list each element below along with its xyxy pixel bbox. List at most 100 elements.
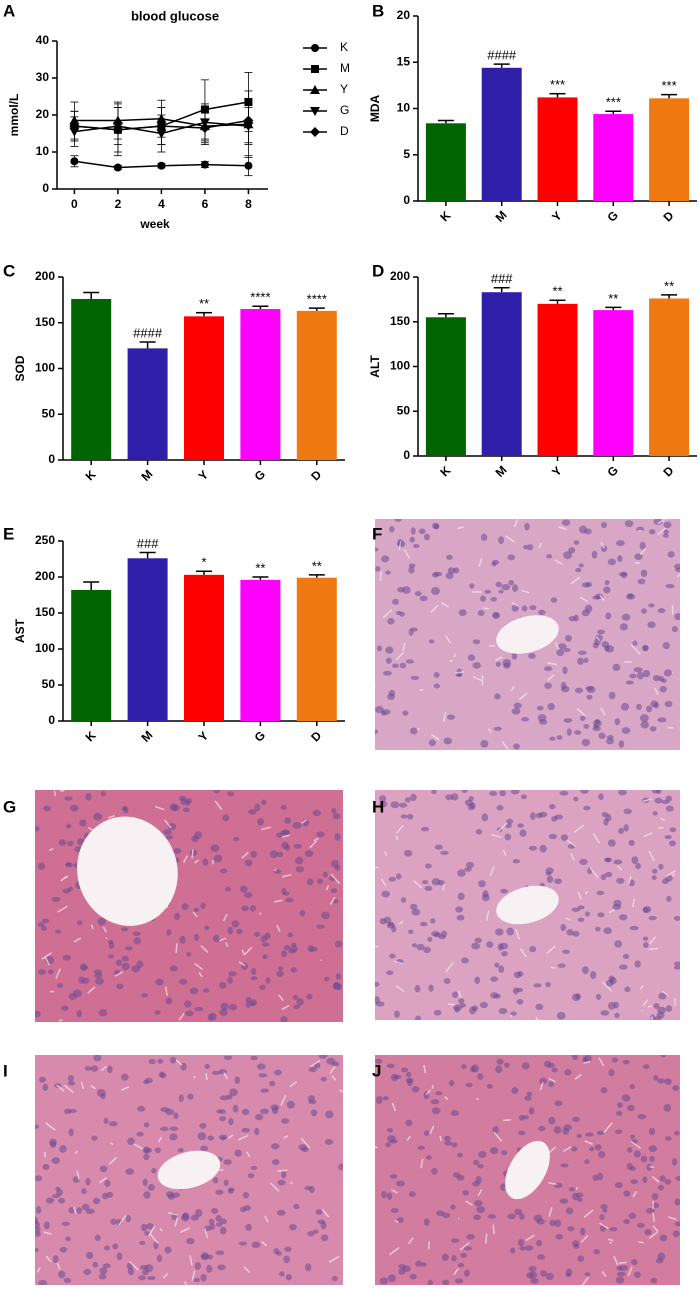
cell-nucleus [288, 949, 297, 954]
cell-nucleus [208, 1218, 215, 1225]
cell-nucleus [389, 525, 395, 533]
sinusoid [455, 671, 464, 674]
sinusoid [558, 526, 567, 531]
cell-nucleus [166, 929, 172, 936]
cell-nucleus [506, 927, 514, 936]
cell-nucleus [102, 1192, 109, 1200]
cell-nucleus [120, 927, 129, 932]
cell-nucleus [212, 934, 221, 943]
cell-nucleus [61, 1005, 69, 1011]
cell-nucleus [63, 1277, 71, 1284]
cell-nucleus [632, 640, 638, 646]
y-tick-label: 200 [35, 569, 55, 583]
cell-nucleus [596, 1130, 605, 1136]
cell-nucleus [125, 1214, 132, 1223]
cell-nucleus [443, 978, 451, 984]
cell-nucleus [35, 1175, 42, 1182]
sinusoid [667, 1216, 677, 1221]
sinusoid [660, 817, 666, 822]
cell-nucleus [157, 1058, 164, 1064]
cell-nucleus [648, 1127, 656, 1136]
cell-nucleus [592, 595, 601, 600]
sinusoid [241, 949, 246, 956]
cell-nucleus [194, 1007, 204, 1012]
bar [537, 303, 578, 456]
sinusoid [628, 876, 632, 885]
sinusoid [63, 875, 69, 880]
sinusoid [189, 1255, 193, 1266]
cell-nucleus [613, 859, 623, 865]
cell-nucleus [375, 981, 380, 987]
cell-nucleus [665, 584, 675, 589]
sinusoid [599, 594, 605, 601]
cell-nucleus [304, 850, 314, 857]
legend-label: Y [340, 82, 348, 96]
sinusoid [45, 1255, 52, 1263]
cell-nucleus [658, 863, 664, 870]
cell-nucleus [494, 962, 500, 968]
panel-label: F [372, 524, 382, 543]
cell-nucleus [653, 1002, 660, 1009]
cell-nucleus [423, 1218, 430, 1226]
sinusoid [657, 519, 667, 525]
cell-nucleus [613, 1001, 620, 1009]
cell-nucleus [557, 643, 567, 650]
x-tick-label: Y [196, 729, 212, 745]
cell-nucleus [388, 876, 397, 882]
cell-nucleus [283, 1255, 290, 1264]
cell-nucleus [626, 1147, 633, 1153]
cell-nucleus [498, 589, 504, 594]
cell-nucleus [41, 925, 48, 931]
y-tick-label: 0 [403, 193, 410, 207]
sinusoid [394, 1219, 399, 1223]
cell-nucleus [84, 1066, 92, 1071]
cell-nucleus [499, 790, 506, 797]
cell-nucleus [642, 669, 651, 678]
histology-image [375, 790, 680, 1020]
x-tick-label: G [604, 208, 621, 225]
y-tick-label: 20 [397, 8, 411, 22]
cell-nucleus [642, 936, 649, 941]
sinusoid [226, 1055, 230, 1056]
cell-nucleus [189, 849, 198, 856]
cell-nucleus [209, 1012, 217, 1021]
cell-nucleus [653, 1074, 659, 1081]
cell-nucleus [281, 950, 288, 958]
sinusoid [174, 1217, 179, 1227]
cell-nucleus [474, 1199, 483, 1207]
sinusoid [579, 596, 589, 603]
cell-nucleus [611, 1057, 619, 1063]
cell-nucleus [457, 1262, 464, 1268]
cell-nucleus [640, 1155, 648, 1163]
sinusoid [58, 1019, 63, 1022]
cell-nucleus [273, 1247, 280, 1255]
cell-nucleus [390, 801, 400, 809]
cell-nucleus [471, 1064, 480, 1073]
sinusoid [633, 898, 636, 902]
cell-nucleus [402, 1265, 411, 1273]
cell-nucleus [636, 1222, 645, 1228]
cell-nucleus [143, 1122, 150, 1128]
cell-nucleus [521, 1062, 530, 1070]
cell-nucleus [625, 680, 634, 685]
cell-nucleus [633, 1150, 641, 1158]
sinusoid [246, 1151, 251, 1158]
sinusoid [577, 891, 582, 900]
cell-nucleus [556, 648, 565, 657]
sinusoid [325, 884, 330, 891]
cell-nucleus [250, 976, 258, 981]
cell-nucleus [607, 839, 616, 847]
sinusoid [608, 909, 616, 914]
cell-nucleus [575, 567, 582, 573]
cell-nucleus [574, 730, 582, 735]
cell-nucleus [545, 981, 551, 988]
cell-nucleus [202, 858, 209, 866]
cell-nucleus [614, 940, 623, 948]
sinusoid [53, 790, 57, 796]
cell-nucleus [475, 829, 483, 835]
cell-nucleus [539, 844, 547, 853]
sinusoid [465, 1200, 473, 1206]
cell-nucleus [229, 1088, 238, 1097]
cell-nucleus [663, 521, 672, 529]
cell-nucleus [318, 1055, 328, 1059]
